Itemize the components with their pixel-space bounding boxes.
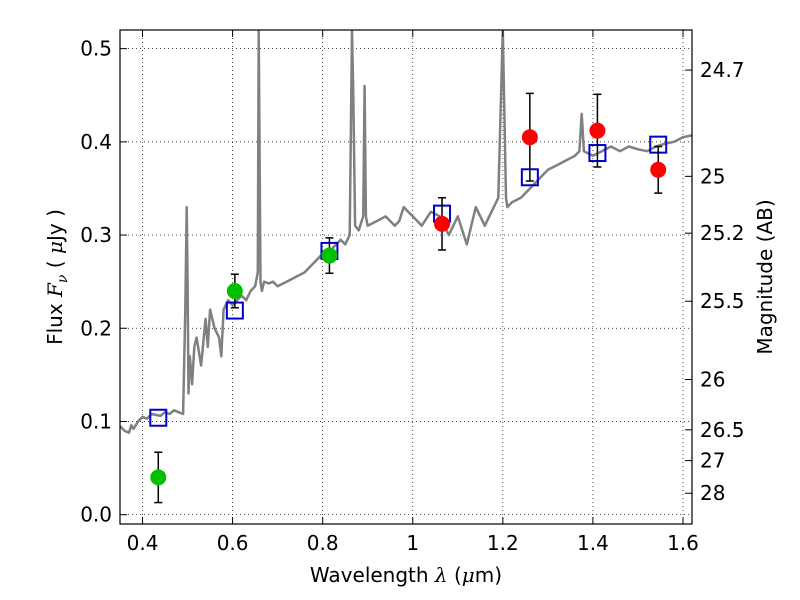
observed-point — [521, 129, 538, 146]
observed-point — [650, 161, 667, 178]
observed-point — [226, 282, 243, 299]
x-tick-label: 0.4 — [127, 531, 159, 555]
right-axis-title: Magnitude (AB) — [753, 199, 777, 354]
y-tick-label: 0.0 — [80, 503, 112, 527]
observed-point — [589, 122, 606, 139]
right-tick-label: 25.2 — [700, 221, 745, 245]
y-tick-label: 0.2 — [80, 316, 112, 340]
right-tick-label: 25 — [700, 164, 725, 188]
right-tick-label: 24.7 — [700, 58, 745, 82]
observed-point — [321, 247, 338, 264]
right-tick-label: 26.5 — [700, 418, 745, 442]
y-tick-label: 0.3 — [80, 223, 112, 247]
y-tick-label: 0.4 — [80, 130, 112, 154]
y-tick-label: 0.5 — [80, 37, 112, 61]
right-tick-label: 26 — [700, 368, 725, 392]
ticks: 0.4 0.6 0.8 1 1.2 1.4 1.6 0.0 0.1 0.2 0.3 0.4 0.5 24.… — [80, 30, 745, 555]
model-square-point — [149, 408, 168, 427]
right-tick-label: 28 — [700, 481, 725, 505]
x-tick-label: 1.2 — [487, 531, 519, 555]
spectrum-line — [120, 30, 692, 434]
right-tick-label: 25.5 — [700, 289, 745, 313]
y-tick-label: 0.1 — [80, 409, 112, 433]
y-axis-title: Flux Fν ( μJy ) — [43, 209, 71, 345]
plot-frame — [119, 29, 693, 525]
series-layer — [120, 30, 692, 504]
observed-point — [150, 469, 167, 486]
x-tick-label: 1.4 — [577, 531, 609, 555]
x-axis-title: Wavelength λ (μm) — [310, 563, 502, 587]
x-tick-label: 0.8 — [307, 531, 339, 555]
x-tick-label: 1.6 — [667, 531, 699, 555]
observed-point — [434, 215, 451, 232]
grid — [120, 30, 692, 524]
right-tick-label: 27 — [700, 449, 725, 473]
x-tick-label: 1 — [406, 531, 419, 555]
x-tick-label: 0.6 — [217, 531, 249, 555]
